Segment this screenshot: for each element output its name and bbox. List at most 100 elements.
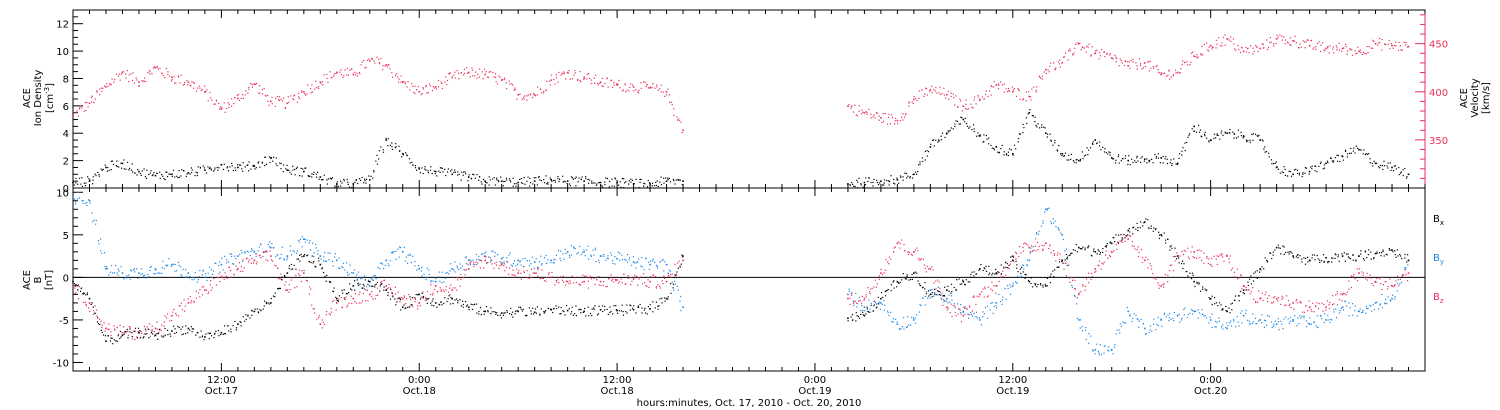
data-dot (182, 333, 185, 335)
data-dot (1192, 51, 1194, 53)
data-dot (323, 174, 325, 176)
data-dot (354, 300, 356, 303)
data-dot (852, 300, 854, 302)
data-dot (334, 253, 336, 255)
data-dot (1119, 323, 1121, 325)
data-dot (561, 175, 564, 177)
data-dot (231, 162, 233, 165)
data-dot (194, 175, 196, 177)
data-point (665, 263, 668, 266)
data-dot (1207, 49, 1209, 51)
data-dot (185, 325, 187, 327)
data-dot (141, 170, 143, 172)
data-dot (414, 265, 416, 267)
data-dot (75, 292, 77, 294)
data-point (682, 306, 684, 308)
data-dot (295, 252, 298, 254)
data-dot (891, 114, 893, 116)
data-dot (893, 182, 895, 184)
data-dot (500, 317, 503, 319)
data-dot (520, 308, 522, 310)
data-dot (1183, 61, 1186, 64)
data-dot (421, 292, 423, 294)
data-dot (1404, 267, 1406, 269)
data-dot (1352, 150, 1354, 152)
data-dot (1271, 326, 1273, 329)
data-dot (573, 313, 576, 315)
data-dot (1346, 156, 1348, 158)
data-dot (873, 178, 875, 180)
data-dot (283, 164, 285, 166)
data-dot (1280, 320, 1282, 322)
data-point (1341, 306, 1344, 308)
data-dot (1062, 238, 1065, 241)
data-point (1176, 162, 1179, 165)
data-dot (598, 181, 600, 184)
data-dot (1310, 309, 1312, 311)
data-dot (375, 294, 377, 297)
data-dot (1326, 160, 1329, 162)
data-dot (90, 96, 93, 98)
data-dot (526, 95, 528, 97)
data-dot (866, 111, 868, 114)
data-dot (1132, 161, 1134, 164)
data-dot (1255, 300, 1257, 303)
data-dot (1028, 91, 1030, 93)
data-dot (1341, 50, 1343, 52)
data-dot (443, 302, 445, 305)
data-dot (1006, 91, 1009, 93)
data-dot (1289, 44, 1291, 46)
data-dot (1332, 295, 1334, 297)
data-dot (439, 287, 441, 289)
data-dot (1345, 305, 1348, 307)
data-dot (95, 174, 97, 177)
data-dot (553, 307, 555, 310)
data-dot (1383, 160, 1385, 162)
data-dot (667, 298, 669, 300)
data-dot (1238, 277, 1240, 279)
data-dot (1128, 155, 1130, 157)
data-dot (454, 261, 456, 263)
data-dot (1376, 301, 1378, 303)
data-dot (168, 75, 171, 77)
data-dot (174, 332, 176, 335)
data-dot (676, 116, 678, 118)
data-dot (1131, 240, 1133, 243)
data-dot (1372, 47, 1374, 49)
data-dot (1088, 332, 1090, 335)
data-dot (545, 254, 547, 257)
data-dot (283, 274, 286, 277)
data-dot (262, 252, 264, 254)
data-dot (95, 90, 98, 92)
data-dot (1124, 157, 1126, 159)
data-dot (318, 87, 320, 90)
data-dot (925, 291, 927, 293)
data-dot (1307, 39, 1309, 41)
data-dot (547, 181, 549, 184)
data-dot (508, 254, 510, 256)
data-dot (429, 293, 432, 296)
data-dot (580, 178, 583, 181)
data-dot (1118, 65, 1120, 67)
data-dot (1184, 142, 1186, 144)
data-dot (1031, 250, 1033, 253)
data-dot (938, 140, 940, 142)
data-dot (1023, 268, 1025, 270)
data-dot (529, 274, 531, 276)
data-dot (1076, 158, 1078, 161)
data-dot (490, 261, 492, 263)
data-dot (93, 309, 95, 312)
data-dot (902, 176, 904, 178)
data-dot (1001, 303, 1003, 305)
data-dot (1222, 36, 1224, 38)
data-dot (118, 73, 120, 75)
data-dot (1056, 254, 1058, 256)
data-dot (903, 116, 906, 118)
data-dot (321, 81, 324, 83)
data-dot (75, 284, 77, 286)
data-dot (283, 259, 285, 261)
data-dot (194, 272, 196, 274)
data-dot (1029, 108, 1031, 111)
data-dot (449, 270, 451, 272)
data-dot (585, 315, 587, 317)
